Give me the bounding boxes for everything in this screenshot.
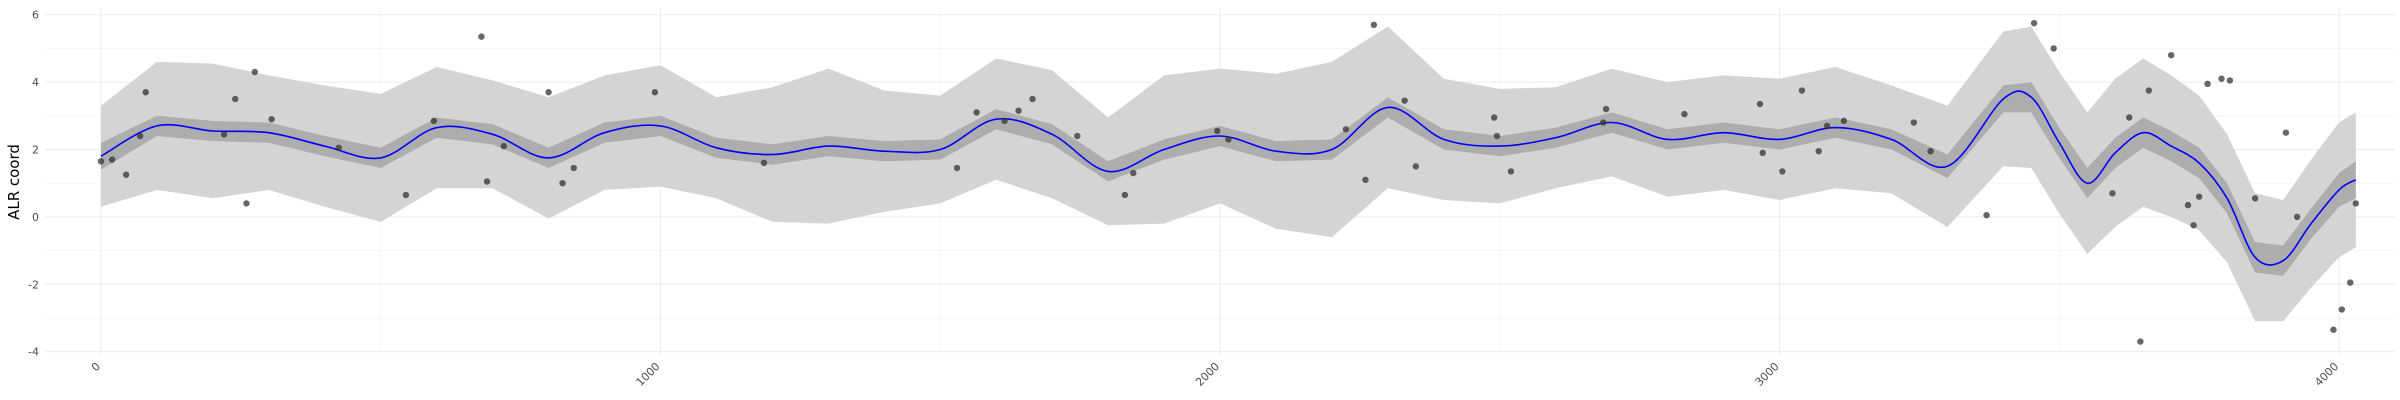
data-point bbox=[1490, 114, 1498, 121]
y-tick-label: 2 bbox=[32, 143, 39, 156]
data-point bbox=[1342, 126, 1350, 133]
data-point bbox=[500, 142, 508, 150]
data-point bbox=[570, 164, 577, 172]
confidence-bands bbox=[101, 26, 2356, 322]
data-point bbox=[559, 179, 566, 187]
data-point bbox=[2251, 195, 2259, 202]
data-point bbox=[2204, 80, 2211, 88]
data-point bbox=[2126, 114, 2133, 121]
x-tick-label: 0 bbox=[89, 360, 103, 374]
data-point bbox=[1927, 147, 1934, 155]
data-point bbox=[2218, 75, 2225, 82]
data-point bbox=[2330, 326, 2337, 333]
data-point bbox=[251, 68, 259, 76]
data-point bbox=[2145, 87, 2153, 94]
x-tick-label: 4000 bbox=[2312, 360, 2341, 389]
data-point bbox=[1507, 168, 1515, 175]
data-point bbox=[268, 115, 275, 123]
data-point bbox=[2226, 77, 2234, 84]
data-point bbox=[1029, 95, 1036, 103]
data-point bbox=[430, 117, 438, 125]
data-point bbox=[2338, 306, 2346, 313]
fit-line-layer bbox=[100, 90, 2357, 266]
y-tick-label: -2 bbox=[28, 278, 39, 291]
data-point bbox=[1493, 132, 1501, 140]
data-point bbox=[1600, 119, 1607, 126]
data-point bbox=[483, 178, 491, 185]
data-point bbox=[1370, 21, 1378, 29]
data-point bbox=[2347, 279, 2354, 286]
data-point bbox=[2293, 213, 2301, 221]
data-point bbox=[2282, 129, 2290, 136]
data-point bbox=[1602, 105, 1610, 113]
data-point bbox=[1412, 163, 1420, 170]
data-point bbox=[402, 191, 410, 199]
data-point bbox=[973, 109, 980, 116]
confidence-band bbox=[101, 82, 2356, 276]
x-tick-label: 2000 bbox=[1193, 360, 1222, 389]
data-point bbox=[2190, 222, 2197, 229]
data-point bbox=[1910, 119, 1918, 126]
data-point bbox=[1121, 191, 1129, 199]
y-tick-label: 0 bbox=[32, 211, 39, 224]
fit-line bbox=[100, 90, 2357, 266]
data-point bbox=[953, 164, 961, 172]
data-point bbox=[1362, 176, 1369, 184]
y-tick-label: -4 bbox=[28, 346, 39, 359]
data-point bbox=[335, 144, 342, 152]
data-point bbox=[232, 95, 239, 103]
data-point bbox=[1840, 117, 1848, 125]
data-point bbox=[1759, 149, 1766, 157]
data-point bbox=[651, 89, 659, 96]
data-point bbox=[2050, 45, 2057, 52]
data-point bbox=[1681, 110, 1688, 118]
data-point bbox=[1798, 87, 1806, 94]
data-point bbox=[2137, 338, 2144, 345]
data-point bbox=[1779, 168, 1786, 175]
y-tick-label: 4 bbox=[32, 76, 39, 89]
data-point bbox=[1401, 97, 1408, 104]
data-point bbox=[760, 159, 768, 167]
data-point bbox=[1130, 169, 1137, 177]
x-tick-label: 3000 bbox=[1753, 360, 1782, 389]
data-point bbox=[2030, 19, 2038, 27]
data-point bbox=[142, 89, 149, 96]
data-point bbox=[1015, 107, 1022, 114]
data-point bbox=[2352, 200, 2360, 207]
data-point bbox=[220, 131, 228, 138]
data-point bbox=[2184, 201, 2192, 209]
data-point bbox=[1001, 117, 1008, 125]
data-point bbox=[1983, 211, 1990, 219]
data-point bbox=[2109, 190, 2116, 197]
data-point bbox=[1074, 132, 1081, 140]
prediction-band bbox=[101, 26, 2356, 322]
data-point bbox=[1823, 122, 1831, 130]
data-points bbox=[97, 19, 2360, 345]
data-point bbox=[108, 156, 116, 163]
y-axis-title: ALR coord bbox=[5, 144, 23, 220]
x-tick-label: 1000 bbox=[634, 360, 663, 389]
data-point bbox=[1756, 100, 1764, 108]
data-point bbox=[243, 200, 250, 207]
data-point bbox=[97, 158, 105, 165]
data-point bbox=[2195, 193, 2203, 200]
data-point bbox=[122, 171, 130, 178]
y-tick-label: 6 bbox=[32, 9, 39, 22]
data-point bbox=[1225, 136, 1232, 143]
data-point bbox=[136, 132, 144, 140]
data-point bbox=[2167, 51, 2175, 59]
data-point bbox=[478, 33, 485, 40]
data-point bbox=[545, 89, 552, 96]
data-point bbox=[1815, 147, 1822, 155]
data-point bbox=[1214, 127, 1221, 135]
